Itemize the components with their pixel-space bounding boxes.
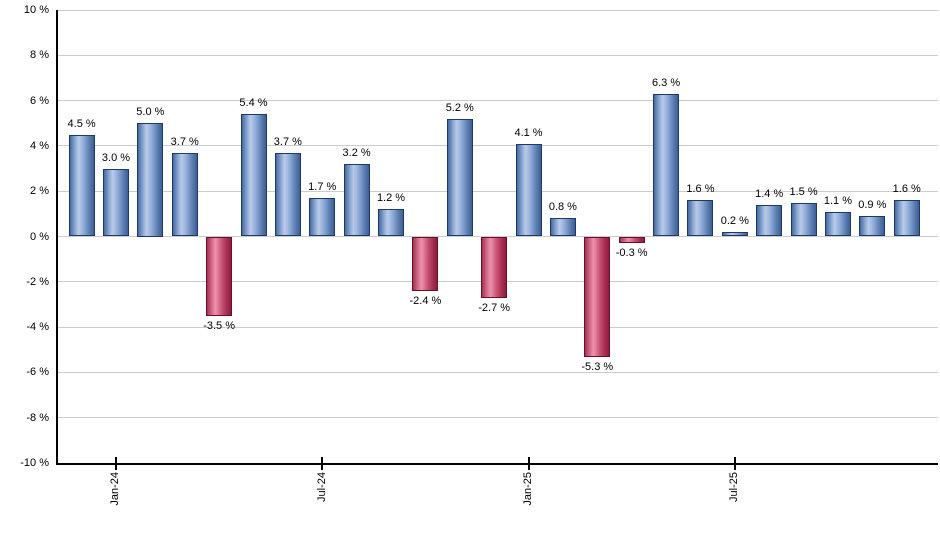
bar-positive: [274, 152, 301, 237]
y-tick-label: 2 %: [30, 185, 49, 198]
bar-value-label: 1.1 %: [823, 194, 853, 207]
bar-value-label: 0.2 %: [720, 214, 749, 227]
gridline: [57, 326, 938, 328]
bar-value-label: -3.5 %: [203, 319, 235, 332]
bar-value-label: 1.7 %: [308, 180, 337, 193]
bar-value-label: 0.9 %: [858, 199, 887, 212]
bar-value-label: -2.4 %: [409, 294, 442, 307]
gridline: [57, 145, 938, 147]
x-tick-label: Jul-24: [315, 472, 328, 502]
bar-negative: [412, 236, 439, 291]
bar-value-label: 5.4 %: [239, 97, 268, 110]
gridline: [57, 190, 938, 192]
bar-value-label: 3.7 %: [273, 135, 302, 148]
gridline: [57, 100, 938, 102]
bar-positive: [653, 93, 680, 237]
bar-value-label: -0.3 %: [615, 247, 648, 260]
bar-positive: [68, 134, 95, 237]
bar-positive: [549, 218, 576, 237]
bar-positive: [756, 204, 783, 237]
bar-value-label: 4.5 %: [67, 117, 96, 130]
bar-value-label: 5.0 %: [136, 106, 165, 119]
bar-value-label: 1.6 %: [686, 183, 715, 196]
bar-positive: [790, 202, 817, 237]
x-tick-label: Jul-25: [728, 472, 741, 502]
bar-negative: [584, 236, 611, 357]
bar-positive: [102, 168, 129, 237]
bar-negative: [481, 236, 508, 298]
y-axis-line: [56, 10, 58, 465]
bar-positive: [515, 143, 542, 237]
bar-value-label: 4.1 %: [514, 126, 543, 139]
x-axis-tick: [114, 457, 117, 470]
bar-value-label: 0.8 %: [548, 201, 577, 214]
gridline: [57, 371, 938, 373]
bar-value-label: -5.3 %: [581, 360, 614, 373]
gridline: [57, 417, 938, 419]
bar-positive: [137, 123, 164, 237]
x-tick-label: Jan-24: [109, 472, 122, 506]
bar-positive: [859, 216, 886, 237]
bar-positive: [378, 209, 405, 237]
bar-positive: [171, 152, 198, 237]
y-tick-label: -6 %: [26, 366, 49, 379]
bar-positive: [309, 197, 336, 237]
bar-positive: [240, 114, 267, 237]
bar-positive: [721, 231, 748, 237]
y-tick-label: -10 %: [20, 457, 49, 469]
x-tick-label: Jan-25: [522, 472, 535, 506]
y-tick-label: -4 %: [26, 321, 49, 334]
bar-positive: [824, 211, 851, 237]
y-tick-label: 8 %: [30, 49, 49, 62]
y-tick-label: -8 %: [26, 411, 49, 424]
bar-value-label: 3.0 %: [101, 151, 131, 164]
bar-positive: [343, 164, 370, 237]
bar-value-label: 5.2 %: [445, 101, 474, 114]
bar-positive: [446, 118, 473, 237]
gridline: [57, 9, 938, 11]
bar-positive: [893, 200, 920, 237]
bar-negative: [206, 236, 233, 316]
x-axis-line: [56, 463, 938, 465]
bar-value-label: 3.2 %: [342, 147, 371, 160]
y-tick-label: 4 %: [30, 139, 49, 152]
y-tick-label: 0 %: [30, 230, 49, 243]
x-axis-tick: [321, 457, 324, 470]
gridline: [57, 54, 938, 56]
bar-value-label: 1.2 %: [376, 192, 406, 205]
bar-value-label: 6.3 %: [651, 76, 681, 89]
bar-value-label: 1.6 %: [892, 183, 921, 196]
y-tick-label: 10 %: [23, 4, 49, 16]
x-axis-tick: [527, 457, 530, 470]
bar-value-label: 1.4 %: [755, 187, 784, 200]
bar-value-label: 1.5 %: [789, 185, 818, 198]
x-axis-tick: [733, 457, 736, 470]
y-tick-label: 6 %: [30, 94, 49, 107]
bar-value-label: -2.7 %: [478, 301, 511, 314]
bar-negative: [618, 236, 645, 244]
y-tick-label: -2 %: [26, 275, 49, 288]
bar-positive: [687, 200, 714, 237]
bar-value-label: 3.7 %: [170, 135, 199, 148]
